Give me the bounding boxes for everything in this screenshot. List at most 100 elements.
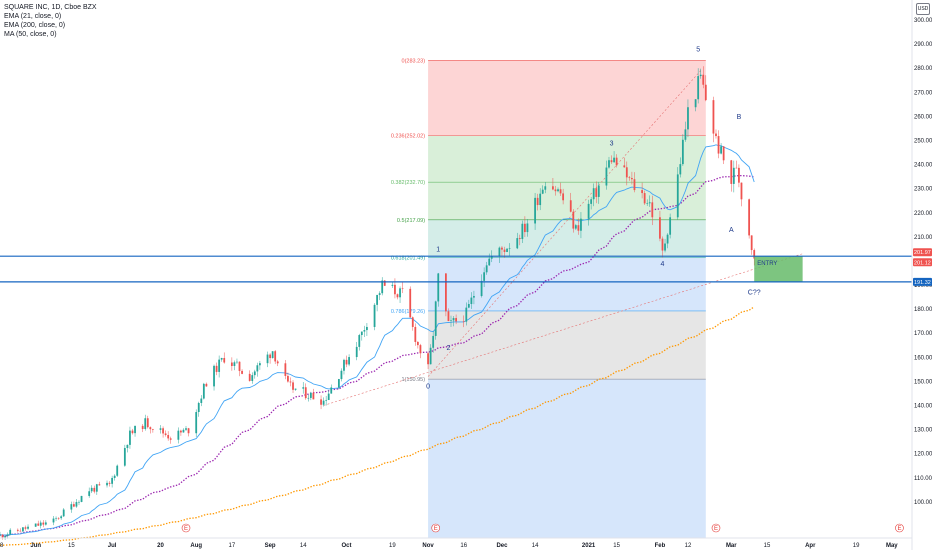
candle [623,165,626,168]
candle [557,189,559,192]
candle [180,430,182,433]
candle [42,522,45,525]
candle [39,522,42,526]
candle [200,398,203,403]
candle [197,402,200,413]
currency-button[interactable]: USD [916,3,930,15]
candle [643,193,646,204]
candle [238,361,241,371]
candle [416,341,419,346]
candle [1,534,4,538]
candle [4,536,6,538]
legend-ema200[interactable]: EMA (200, close, 0) [4,22,66,29]
symbol-title[interactable]: SQUARE INC, 1D, Cboe BZX [4,4,97,11]
candle [185,428,187,430]
candle [167,435,170,439]
time-tick-label: Sep [265,543,276,549]
candle [574,225,577,229]
candle [506,248,508,252]
time-tick-label: 18 [0,543,4,549]
price-tag [913,277,932,286]
candle [427,353,429,365]
candle [523,223,526,233]
candle [340,370,343,380]
candle [0,534,1,536]
candle [248,373,251,381]
fib-level-label: 0.786(179.26) [391,309,425,315]
candle [470,297,473,305]
candle [534,197,536,224]
candle [730,160,733,184]
candle [37,523,40,526]
candle [646,203,649,204]
candle [488,258,491,266]
candle [251,375,254,381]
candle [722,146,725,161]
price-tick-label: 240.00 [914,163,932,169]
candle [34,523,37,527]
wave-label: B [737,114,742,121]
candle [345,359,348,365]
candle [149,427,152,430]
candle [330,387,333,394]
trendline [427,70,701,377]
ma50-line [0,174,755,537]
candle [411,317,414,327]
candle [445,273,447,312]
candle [78,501,80,503]
time-tick-label: 12 [685,543,692,549]
candle [419,345,422,354]
candle [302,387,305,389]
candle [648,202,651,204]
candle [595,188,598,197]
legend-ema21[interactable]: EMA (21, close, 0) [4,13,62,20]
price-tick-label: 190.00 [914,283,932,289]
candle [307,397,310,399]
candle [205,383,208,387]
candle [664,243,666,251]
candle [659,217,661,239]
candle [177,430,180,440]
candle [437,273,440,302]
price-tick-label: 100.00 [914,500,932,506]
price-tick-label: 120.00 [914,452,932,458]
candle [220,357,223,360]
candle [164,433,167,436]
time-tick-label: Nov [422,543,434,549]
candle [108,482,111,484]
candle [577,225,580,231]
candle [162,428,164,434]
candle [518,238,521,240]
candle [694,99,697,108]
candle [429,347,432,365]
candle [75,502,78,507]
candle [360,331,363,336]
earnings-marker-label: E [714,526,718,532]
price-tick-label: 250.00 [914,139,932,145]
candle [57,517,60,519]
candle [465,307,468,322]
candle [27,526,29,529]
candle [684,129,687,140]
candle [233,362,236,366]
candle [146,418,149,428]
candle [363,330,366,332]
candle [501,247,503,250]
candle [432,335,435,348]
legend-ma50[interactable]: MA (50, close, 0) [4,31,57,38]
candle [687,107,689,130]
candle [169,438,172,440]
candle [98,484,101,486]
price-tag-label: 191.32 [914,280,931,286]
candle [80,495,83,502]
candle [503,249,506,252]
candle [24,527,27,529]
time-tick-label: 15 [764,543,771,549]
candle [182,429,185,433]
candle [452,318,455,321]
candle [129,430,131,445]
candle [223,357,226,363]
candle [391,284,394,286]
candle [732,167,735,184]
